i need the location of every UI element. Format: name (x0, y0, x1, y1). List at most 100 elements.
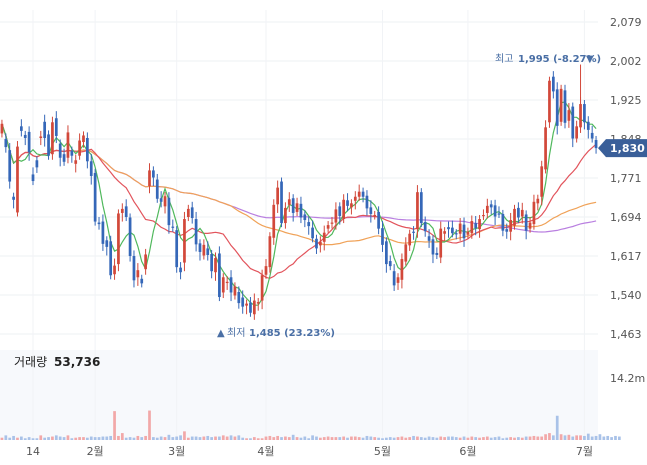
candle-body (175, 230, 179, 268)
candle-body (482, 214, 485, 217)
candle-body (447, 227, 450, 230)
volume-bar (155, 437, 159, 440)
volume-bar (105, 436, 109, 440)
volume-bar (563, 435, 567, 440)
candle-body (117, 213, 120, 265)
volume-bar (346, 437, 349, 440)
volume-axis-tick: 14.2m (610, 372, 645, 385)
volume-bar (183, 431, 186, 440)
candle-body (23, 134, 27, 138)
candle-body (105, 240, 109, 247)
ma20-line (1, 123, 597, 279)
candle-body (237, 291, 241, 304)
candle-body (431, 239, 435, 255)
volume-bar (606, 435, 610, 440)
candle-body (517, 207, 520, 218)
volume-bar (214, 436, 217, 440)
candle-body (423, 222, 427, 232)
high-label: 최고 (495, 53, 513, 65)
volume-bar (58, 436, 62, 440)
candle-body (559, 88, 563, 122)
volume-bar (590, 436, 594, 440)
candle-body (19, 126, 23, 131)
volume-bar (210, 437, 213, 440)
candle-body (396, 277, 400, 283)
price-tick-label: 1,540 (610, 289, 642, 302)
volume-bar (617, 436, 621, 440)
volume-bar (466, 437, 470, 440)
volume-label: 거래량 (14, 355, 47, 369)
volume-bar (419, 437, 423, 440)
volume-bar (186, 437, 190, 440)
candle-body (551, 76, 555, 92)
candle-body (377, 211, 380, 229)
candle-body (330, 222, 334, 224)
candle-body (218, 253, 221, 298)
volume-bar (19, 436, 23, 440)
candle-body (264, 266, 268, 275)
candle-body (225, 281, 229, 284)
volume-bar (218, 436, 221, 440)
volume-bar (132, 437, 136, 440)
volume-bar (245, 438, 248, 440)
price-tick-label: 2,002 (610, 55, 642, 68)
volume-bar (159, 436, 163, 440)
volume-bar (252, 437, 256, 440)
volume-bar (31, 438, 35, 440)
volume-bar (427, 436, 431, 440)
volume-bar (35, 438, 39, 440)
candle-body (505, 229, 509, 232)
volume-bar (575, 435, 579, 440)
volume-bar (43, 437, 47, 440)
volume-bar (458, 437, 462, 440)
candle-body (466, 231, 470, 235)
candle-body (51, 122, 54, 155)
volume-bar (330, 437, 334, 440)
volume-bar (93, 437, 97, 440)
volume-bar (194, 436, 198, 440)
candle-body (509, 220, 512, 232)
price-tick-label: 1,617 (610, 250, 642, 263)
volume-bar (70, 438, 74, 440)
volume-bar (470, 436, 474, 440)
volume-bar (295, 437, 299, 440)
volume-bar (221, 435, 225, 440)
volume-bar (482, 437, 485, 440)
volume-bar (579, 435, 582, 440)
volume-bar (237, 435, 241, 440)
volume-bar (171, 437, 175, 440)
volume-bar (396, 437, 400, 440)
candle-body (307, 222, 311, 227)
candle-body (342, 199, 346, 220)
candle-body (276, 187, 280, 205)
volume-bar (536, 436, 540, 440)
candle-body (443, 231, 446, 234)
volume-bar (583, 435, 586, 440)
volume-bar (544, 434, 547, 440)
volume-bar (66, 435, 70, 440)
candle-body (210, 253, 213, 272)
candle-body (97, 222, 101, 225)
candle-body (252, 300, 256, 315)
candle-body (0, 123, 4, 134)
volume-bar (485, 436, 489, 440)
volume-bar (249, 438, 252, 440)
candle-body (501, 213, 505, 231)
volume-bar (128, 437, 132, 440)
candle-body (179, 267, 182, 273)
candle-body (299, 203, 303, 218)
candle-body (373, 214, 377, 217)
volume-bar (97, 437, 101, 440)
volume-bar (175, 436, 179, 440)
volume-bar (198, 437, 202, 440)
volume-bar (62, 437, 66, 440)
candle-body (58, 143, 62, 158)
volume-bar (78, 437, 81, 440)
volume-bar (497, 436, 501, 440)
candle-body (532, 201, 536, 225)
candle-body (369, 207, 373, 214)
volume-bar (517, 437, 520, 440)
volume-bar (342, 436, 346, 440)
candle-body (132, 256, 136, 281)
